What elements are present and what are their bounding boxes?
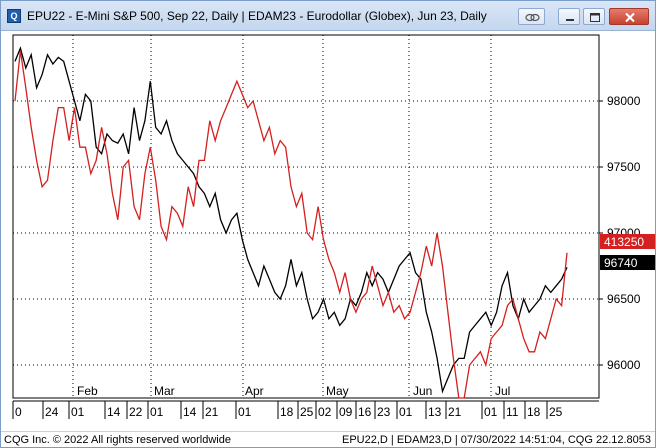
copyright-text: CQG Inc. © 2022 All rights reserved worl… [4,434,231,446]
month-label: May [326,384,349,398]
minimize-icon [566,19,574,21]
title-bar[interactable]: Q EPU22 - E-Mini S&P 500, Sep 22, Daily … [1,1,655,31]
day-label: 16 [358,405,372,419]
day-label: 18 [527,405,541,419]
window-title: EPU22 - E-Mini S&P 500, Sep 22, Daily | … [27,9,487,23]
day-label: 14 [107,405,121,419]
epu22-price-line[interactable] [14,46,568,394]
day-label: 23 [377,405,391,419]
day-label: 25 [549,405,563,419]
day-label: 22 [129,405,143,419]
maximize-button[interactable] [583,8,605,25]
day-label: 24 [45,405,59,419]
day-label: 01 [238,405,252,419]
month-label: Mar [154,384,175,398]
epu22-last-value-label: 96740 [604,256,638,270]
link-button[interactable] [518,8,545,25]
day-label: 0 [15,405,22,419]
epu22-last-value-label-box [600,255,655,270]
cqg-app-icon: Q [7,9,21,23]
day-label: 21 [448,405,462,419]
month-label: Jun [413,384,432,398]
day-label: 02 [318,405,332,419]
day-label: 13 [428,405,442,419]
day-label: 01 [150,405,164,419]
close-icon [625,12,635,23]
day-label: 09 [339,405,353,419]
y-tick-label: 96500 [607,292,641,306]
status-bar: CQG Inc. © 2022 All rights reserved worl… [1,431,655,447]
day-label: 11 [506,405,519,419]
link-icon [525,13,540,22]
maximize-icon [590,13,600,22]
minimize-button[interactable] [558,8,580,25]
month-label: Feb [77,384,98,398]
day-label: 18 [280,405,294,419]
close-button[interactable] [609,8,649,25]
edam23-price-line[interactable] [14,50,568,399]
day-label: 01 [399,405,413,419]
edam23-last-value-label: 413250 [604,235,644,249]
edam23-last-value-label-box [600,234,655,249]
month-label: Apr [245,384,264,398]
y-tick-label: 96000 [607,358,641,372]
day-label: 01 [71,405,85,419]
y-tick-label: 98000 [607,94,641,108]
day-label: 21 [205,405,219,419]
day-label: 25 [300,405,314,419]
chart-info-text: EPU22,D | EDAM23,D | 07/30/2022 14:51:04… [342,434,652,446]
y-tick-label: 97500 [607,160,641,174]
month-label: Jul [495,384,510,398]
plot-area[interactable] [12,34,600,399]
day-label: 01 [484,405,498,419]
day-label: 14 [183,405,197,419]
